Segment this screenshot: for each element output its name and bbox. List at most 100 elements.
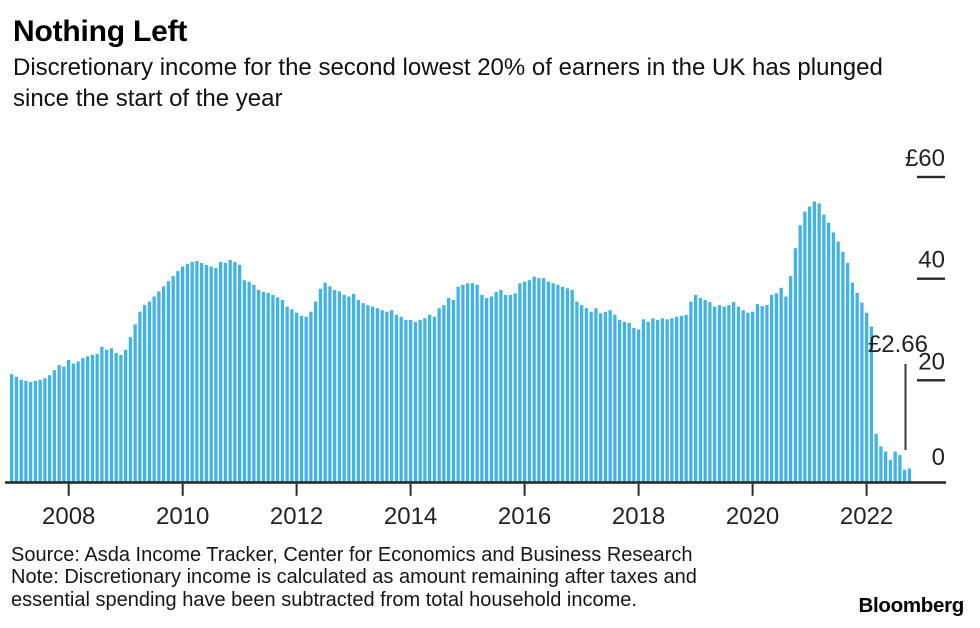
bar xyxy=(504,294,508,482)
bar xyxy=(732,302,736,482)
bar xyxy=(214,268,218,482)
bar xyxy=(71,363,76,482)
bar xyxy=(309,311,313,482)
bar xyxy=(337,291,342,482)
bar xyxy=(166,281,171,482)
bar xyxy=(708,302,712,482)
bar xyxy=(494,291,498,482)
bar xyxy=(176,271,180,482)
bar xyxy=(770,294,774,482)
bar xyxy=(29,381,33,482)
bar xyxy=(580,305,584,482)
bar xyxy=(375,308,380,482)
bar xyxy=(52,370,57,482)
bar xyxy=(508,294,513,482)
bar xyxy=(171,276,175,482)
bar xyxy=(466,283,470,482)
bar xyxy=(527,280,532,482)
bar xyxy=(143,305,147,482)
bar xyxy=(19,379,23,482)
bar xyxy=(793,248,798,482)
x-tick-label: 2012 xyxy=(270,503,323,530)
y-tick-dash xyxy=(917,379,945,382)
x-tick xyxy=(409,483,412,496)
bar xyxy=(428,314,432,482)
bar xyxy=(157,291,161,482)
bar xyxy=(698,298,703,482)
bar xyxy=(114,352,118,482)
bar xyxy=(451,300,456,482)
bar xyxy=(651,318,655,482)
y-tick-dash xyxy=(917,277,945,280)
x-axis-line xyxy=(5,481,946,484)
bar xyxy=(613,314,617,482)
bar xyxy=(841,251,845,482)
bar xyxy=(361,303,365,482)
x-tick xyxy=(865,483,868,496)
source-note: Source: Asda Income Tracker, Center for … xyxy=(11,544,693,566)
bar xyxy=(442,305,446,482)
bar xyxy=(603,311,608,482)
x-tick xyxy=(751,483,754,496)
bar xyxy=(784,296,788,482)
bar xyxy=(204,265,209,482)
bar xyxy=(409,319,413,482)
bar xyxy=(219,261,223,482)
bar xyxy=(879,446,883,482)
bar xyxy=(485,298,489,482)
bar xyxy=(641,319,646,482)
bar xyxy=(893,451,897,482)
y-tick-label: £60 xyxy=(905,145,945,172)
bar xyxy=(418,319,422,482)
bar xyxy=(727,305,731,482)
bar xyxy=(499,289,503,482)
bar xyxy=(831,232,836,482)
bar xyxy=(665,319,669,482)
bar xyxy=(233,261,237,482)
bar xyxy=(803,211,807,482)
bar xyxy=(513,293,517,482)
bar xyxy=(523,281,527,482)
bar xyxy=(627,322,631,482)
bar xyxy=(461,284,465,482)
bar xyxy=(347,296,351,482)
bar xyxy=(551,283,555,482)
bar xyxy=(542,278,546,482)
bar xyxy=(656,319,660,482)
bar xyxy=(736,306,741,482)
bar xyxy=(561,286,565,482)
bar xyxy=(43,378,47,482)
bar xyxy=(57,365,61,482)
bar xyxy=(195,260,199,482)
bar xyxy=(865,312,869,482)
bar xyxy=(413,321,418,482)
bar xyxy=(252,284,256,482)
bar xyxy=(209,266,213,482)
bar xyxy=(342,294,346,482)
bar xyxy=(90,354,95,482)
bar xyxy=(565,288,570,482)
bar xyxy=(333,289,337,482)
methodology-note: Note: Discretionary income is calculated… xyxy=(11,566,697,611)
bar xyxy=(489,296,494,482)
bar xyxy=(556,284,560,482)
bar xyxy=(257,289,261,482)
bar xyxy=(679,315,684,482)
x-tick-label: 2010 xyxy=(156,503,209,530)
bar xyxy=(570,289,574,482)
bloomberg-logo: Bloomberg xyxy=(858,594,965,617)
x-tick-label: 2018 xyxy=(612,503,665,530)
x-tick xyxy=(295,483,298,496)
bar xyxy=(746,312,750,482)
bar xyxy=(594,308,598,482)
bar xyxy=(223,262,228,482)
bar xyxy=(328,286,332,482)
bar xyxy=(285,306,289,482)
bar xyxy=(637,329,641,482)
bar xyxy=(266,292,270,482)
bar xyxy=(660,318,665,482)
bar xyxy=(855,292,859,482)
bar xyxy=(147,301,152,482)
bar xyxy=(447,298,451,482)
